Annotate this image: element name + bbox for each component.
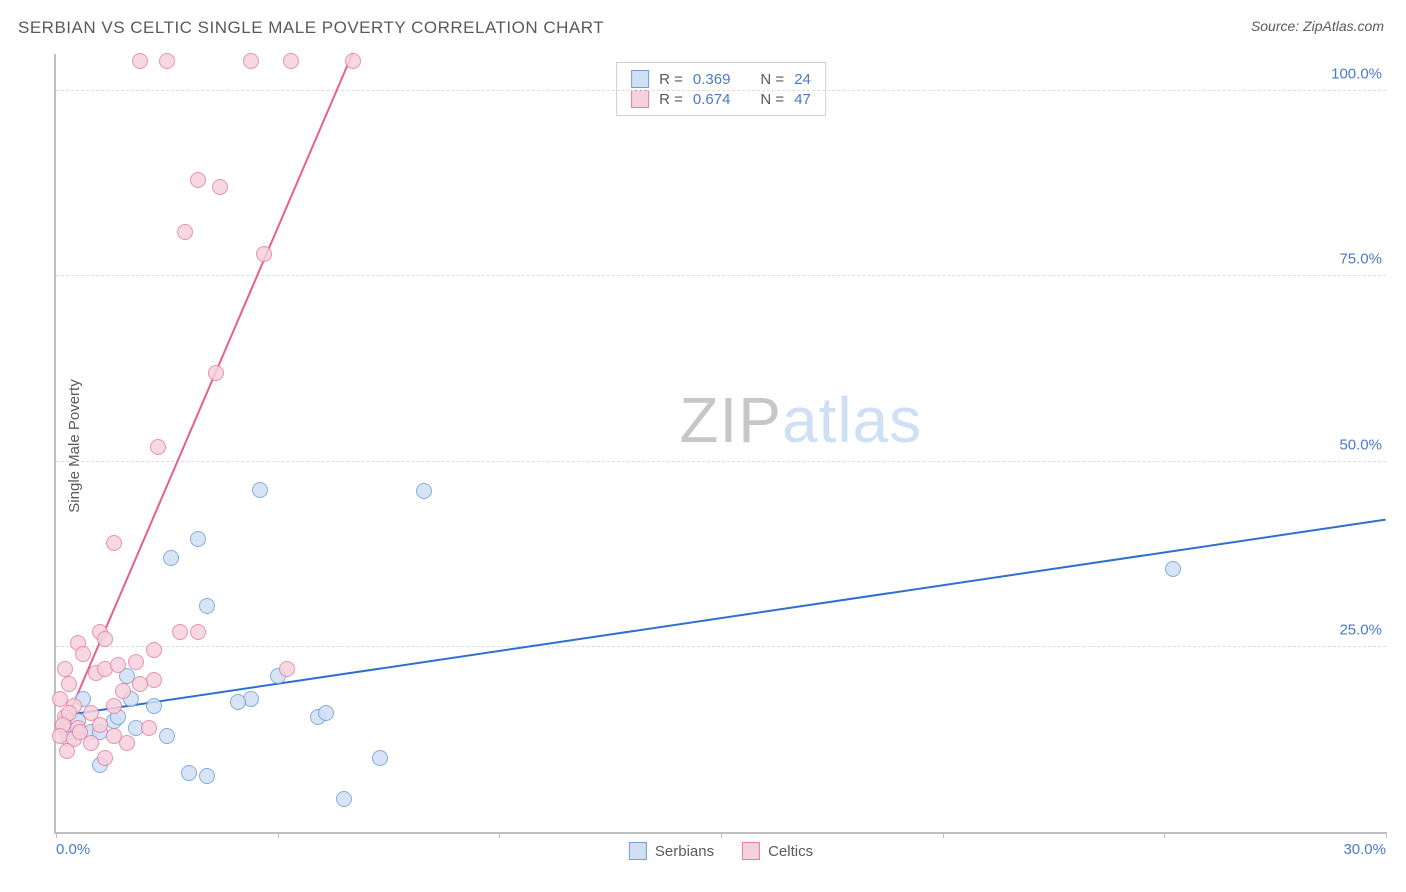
n-label: N = — [760, 91, 784, 108]
data-point — [106, 535, 122, 551]
data-point — [92, 717, 108, 733]
n-value: 47 — [794, 91, 811, 108]
n-value: 24 — [794, 71, 811, 88]
r-value: 0.674 — [693, 91, 731, 108]
data-point — [345, 53, 361, 69]
data-point — [146, 642, 162, 658]
data-point — [256, 246, 272, 262]
x-tick-mark — [278, 832, 279, 838]
data-point — [372, 750, 388, 766]
data-point — [128, 654, 144, 670]
data-point — [132, 53, 148, 69]
data-point — [61, 676, 77, 692]
data-point — [159, 53, 175, 69]
x-tick-mark — [943, 832, 944, 838]
legend-swatch — [631, 90, 649, 108]
data-point — [177, 224, 193, 240]
legend-swatch — [742, 842, 760, 860]
data-point — [159, 728, 175, 744]
data-point — [208, 365, 224, 381]
legend-row: R = 0.674 N = 47 — [631, 89, 811, 109]
data-point — [230, 694, 246, 710]
y-tick-label: 25.0% — [1339, 621, 1386, 638]
series-legend-item: Celtics — [742, 842, 813, 860]
watermark: ZIPatlas — [679, 383, 922, 457]
x-tick-mark — [1164, 832, 1165, 838]
r-label: R = — [659, 91, 683, 108]
legend-swatch — [631, 70, 649, 88]
source-prefix: Source: — [1251, 18, 1303, 34]
data-point — [252, 482, 268, 498]
legend-row: R = 0.369 N = 24 — [631, 69, 811, 89]
data-point — [97, 750, 113, 766]
data-point — [199, 598, 215, 614]
data-point — [115, 683, 131, 699]
source-name: ZipAtlas.com — [1303, 18, 1384, 34]
y-tick-label: 100.0% — [1331, 66, 1386, 83]
data-point — [75, 646, 91, 662]
data-point — [190, 172, 206, 188]
data-point — [59, 743, 75, 759]
data-point — [141, 720, 157, 736]
data-point — [57, 661, 73, 677]
data-point — [283, 53, 299, 69]
data-point — [190, 624, 206, 640]
data-point — [132, 676, 148, 692]
data-point — [243, 53, 259, 69]
gridline-h — [56, 646, 1386, 647]
series-legend-item: Serbians — [629, 842, 714, 860]
x-tick-label: 30.0% — [1343, 841, 1386, 858]
x-tick-mark — [56, 832, 57, 838]
y-tick-label: 75.0% — [1339, 251, 1386, 268]
gridline-h — [56, 90, 1386, 91]
series-legend: Serbians Celtics — [629, 842, 813, 860]
data-point — [97, 631, 113, 647]
data-point — [110, 657, 126, 673]
source-attribution: Source: ZipAtlas.com — [1251, 18, 1384, 34]
data-point — [1165, 561, 1181, 577]
data-point — [416, 483, 432, 499]
data-point — [199, 768, 215, 784]
r-label: R = — [659, 71, 683, 88]
data-point — [172, 624, 188, 640]
watermark-atlas: atlas — [782, 384, 922, 456]
x-tick-mark — [1386, 832, 1387, 838]
y-tick-label: 50.0% — [1339, 436, 1386, 453]
data-point — [106, 728, 122, 744]
data-point — [318, 705, 334, 721]
watermark-zip: ZIP — [679, 384, 782, 456]
r-value: 0.369 — [693, 71, 731, 88]
data-point — [163, 550, 179, 566]
chart-title: SERBIAN VS CELTIC SINGLE MALE POVERTY CO… — [18, 18, 604, 38]
data-point — [146, 698, 162, 714]
data-point — [279, 661, 295, 677]
plot-area: ZIPatlas R =0.369N =24R =0.674N =47 Serb… — [54, 54, 1386, 834]
data-point — [106, 698, 122, 714]
trend-line — [60, 519, 1386, 717]
data-point — [212, 179, 228, 195]
x-tick-mark — [721, 832, 722, 838]
series-name: Celtics — [768, 843, 813, 860]
correlation-legend: R = 0.369 N = 24 R = 0.674 N = 47 — [616, 62, 826, 116]
data-point — [83, 735, 99, 751]
data-point — [150, 439, 166, 455]
x-tick-mark — [499, 832, 500, 838]
series-name: Serbians — [655, 843, 714, 860]
x-tick-label: 0.0% — [56, 841, 90, 858]
legend-swatch — [629, 842, 647, 860]
data-point — [181, 765, 197, 781]
data-point — [190, 531, 206, 547]
data-point — [336, 791, 352, 807]
n-label: N = — [760, 71, 784, 88]
gridline-h — [56, 461, 1386, 462]
